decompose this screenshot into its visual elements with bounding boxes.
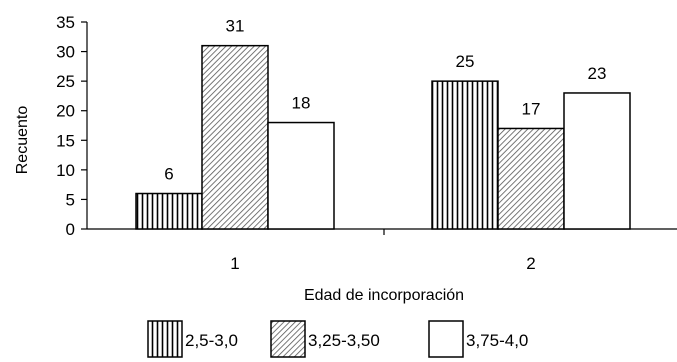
y-tick-label: 20 xyxy=(56,102,75,121)
y-tick-label: 0 xyxy=(66,220,75,239)
legend-swatch xyxy=(428,320,464,358)
bar xyxy=(201,44,269,230)
y-tick-label: 10 xyxy=(56,161,75,180)
y-tick-label: 25 xyxy=(56,72,75,91)
bar xyxy=(497,127,565,230)
data-label: 6 xyxy=(164,165,173,184)
y-tick-label: 5 xyxy=(66,190,75,209)
y-tick-label: 15 xyxy=(56,131,75,150)
x-tick-label: 2 xyxy=(526,254,535,273)
x-axis-label: Edad de incorporación xyxy=(304,287,464,304)
y-tick-label: 30 xyxy=(56,43,75,62)
bar xyxy=(431,80,499,230)
data-label: 18 xyxy=(292,94,311,113)
data-label: 23 xyxy=(588,64,607,83)
data-label: 25 xyxy=(456,52,475,71)
data-label: 31 xyxy=(226,17,245,36)
legend-label: 3,25-3,50 xyxy=(308,331,380,350)
x-tick-label: 1 xyxy=(230,254,239,273)
bar xyxy=(135,192,203,230)
plot-area: 0 5 10 15 20 25 30 35 1 2 6 25 31 17 18 23 xyxy=(56,13,677,273)
data-label: 17 xyxy=(522,99,541,118)
legend: 2,5-3,0 3,25-3,50 3,75-4,0 xyxy=(147,320,528,358)
y-axis-label: Recuento xyxy=(14,106,31,175)
legend-label: 2,5-3,0 xyxy=(185,331,238,350)
bar xyxy=(563,92,631,230)
legend-swatch xyxy=(147,320,183,358)
bar xyxy=(267,121,335,230)
legend-label: 3,75-4,0 xyxy=(466,331,528,350)
y-tick-label: 35 xyxy=(56,13,75,32)
legend-swatch xyxy=(270,320,306,358)
